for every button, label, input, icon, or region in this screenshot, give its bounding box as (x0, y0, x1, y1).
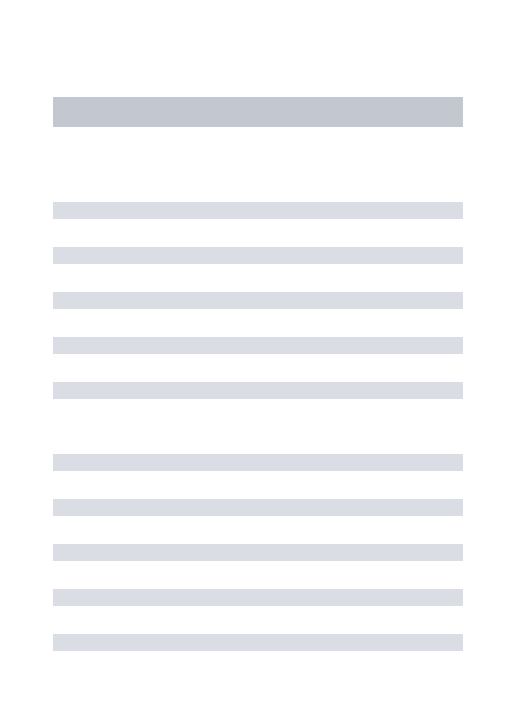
text-placeholder-line (53, 499, 463, 516)
text-placeholder-line (53, 292, 463, 309)
text-placeholder-line (53, 247, 463, 264)
text-placeholder-line (53, 337, 463, 354)
text-placeholder-line (53, 589, 463, 606)
text-placeholder-line (53, 634, 463, 651)
spacer (53, 561, 463, 589)
text-placeholder-line (53, 454, 463, 471)
spacer (53, 219, 463, 247)
text-placeholder-line (53, 202, 463, 219)
spacer (53, 354, 463, 382)
text-placeholder-line (53, 544, 463, 561)
spacer (53, 309, 463, 337)
title-placeholder-bar (53, 97, 463, 127)
skeleton-placeholder (0, 0, 516, 651)
spacer (53, 264, 463, 292)
paragraph-group-1 (53, 202, 463, 399)
spacer (53, 127, 463, 202)
spacer (53, 516, 463, 544)
spacer (53, 471, 463, 499)
text-placeholder-line (53, 382, 463, 399)
paragraph-group-2 (53, 454, 463, 651)
spacer (53, 606, 463, 634)
spacer (53, 399, 463, 454)
